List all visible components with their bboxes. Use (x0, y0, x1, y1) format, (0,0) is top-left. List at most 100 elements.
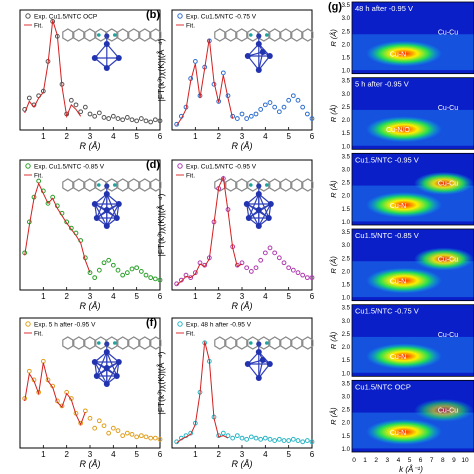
exp-point (96, 110, 102, 116)
fit-line (24, 362, 86, 426)
x-tick-label: 6 (158, 292, 163, 301)
exp-point (148, 275, 154, 281)
x-axis-label: R (Å) (80, 301, 101, 311)
wavelet-strip-3: Cu1.5/NTC -0.95 V Cu-N Cu-Cu 1.0 1.5 2.0 2.5 3.… (329, 152, 474, 226)
graphene-ring (139, 178, 151, 192)
wavelet-label-cu-n: Cu-N (390, 278, 406, 285)
exp-point (300, 104, 306, 110)
x-tick-label: 2 (64, 132, 69, 141)
structure-illustration (214, 336, 314, 381)
x-tick-label: 4 (263, 292, 268, 301)
cu-atom (103, 381, 110, 387)
y-axis-label: |FT(k³)χ(K)|(Å⁻⁴) (156, 38, 166, 101)
legend: Exp. Cu1.5/NTC -0.95 V Fit. (176, 163, 257, 180)
exp-point (143, 118, 149, 124)
y-tick-label: 3.0 (342, 16, 351, 22)
x-tick-label: 4 (111, 450, 116, 459)
y-tick-label: 1.5 (342, 131, 351, 137)
legend: Exp. Cu1.5/NTC OCP Fit. (24, 13, 97, 30)
exp-point (244, 265, 250, 271)
fit-line (24, 20, 82, 119)
x-tick-label: 3 (240, 292, 245, 301)
x-tick-label: 2 (216, 132, 221, 141)
exp-point (115, 267, 121, 273)
graphene-ring (117, 178, 129, 192)
exp-point (216, 433, 222, 439)
cu-cu-hotspot (414, 398, 474, 422)
exp-point (96, 267, 102, 273)
exp-point (134, 118, 140, 124)
legend-marker-exp (25, 163, 31, 169)
cu-atom (93, 373, 100, 379)
panel-letter: (b) (146, 9, 160, 21)
cu-atom (103, 65, 110, 71)
x-tick-label: 4 (263, 450, 268, 459)
x-tick-label: 4 (111, 132, 116, 141)
exp-point (129, 117, 135, 123)
wavelet-label-cu-n: Cu-N/O (386, 127, 410, 134)
cu-atom (255, 191, 262, 197)
legend-marker-exp (25, 13, 31, 19)
k-tick-label: 7 (430, 457, 434, 464)
graphene-ring (73, 28, 85, 42)
k-tick-label: 6 (419, 457, 423, 464)
n-atom (97, 183, 101, 187)
exp-point (230, 435, 236, 441)
x-axis-label: R (Å) (232, 301, 253, 311)
x-tick-label: 5 (286, 450, 291, 459)
exp-point (143, 272, 149, 278)
cu-atom (255, 223, 262, 229)
exp-point (309, 116, 315, 121)
exp-point (148, 119, 154, 125)
y-tick-label: 3.5 (342, 306, 351, 312)
cu-atom (267, 201, 274, 207)
y-axis-label: R (Å) (329, 180, 338, 198)
exp-point (192, 270, 198, 276)
strip-title: 5 h after -0.95 V (355, 80, 409, 89)
x-tick-label: 2 (64, 450, 69, 459)
x-tick-label: 6 (310, 450, 315, 459)
exp-point (272, 104, 278, 110)
exp-point (26, 95, 32, 101)
cu-atom (103, 207, 110, 213)
exp-point (267, 100, 273, 105)
panel-letter: (f) (146, 317, 157, 329)
k-tick-label: 5 (408, 457, 412, 464)
exp-point (248, 269, 254, 274)
exp-point (262, 435, 268, 441)
graphene-ring (291, 28, 303, 42)
y-tick-label: 1.0 (342, 296, 351, 302)
graphene-ring (214, 28, 226, 42)
cu-atom (93, 215, 100, 221)
exp-point (101, 115, 107, 120)
y-tick-label: 3.5 (342, 154, 351, 160)
y-tick-label: 1.0 (342, 447, 351, 453)
cu-atom (103, 349, 110, 355)
graphene-ring (302, 336, 314, 350)
legend: Exp. Cu1.5/NTC -0.85 V Fit. (24, 163, 105, 180)
n-atom (265, 341, 269, 345)
x-tick-label: 1 (193, 450, 198, 459)
x-tick-label: 3 (88, 292, 93, 301)
y-tick-label: 2.0 (342, 421, 351, 427)
exp-point (152, 276, 158, 282)
graphene-ring (84, 178, 96, 192)
x-axis-label: R (Å) (232, 141, 253, 151)
cu-atom (103, 365, 110, 371)
legend-marker-exp (25, 321, 31, 327)
exp-point (174, 121, 180, 127)
exp-point (309, 275, 315, 281)
x-tick-label: 5 (134, 132, 139, 141)
exp-point (143, 434, 149, 440)
exp-point (281, 104, 287, 110)
n-atom (97, 33, 101, 37)
cu-atom (259, 49, 266, 55)
exp-point (129, 266, 135, 272)
exp-point (248, 434, 254, 440)
exp-point (258, 107, 264, 112)
exp-point (157, 436, 163, 442)
x-tick-label: 3 (240, 450, 245, 459)
exp-point (234, 433, 240, 439)
fit-line (176, 341, 229, 444)
